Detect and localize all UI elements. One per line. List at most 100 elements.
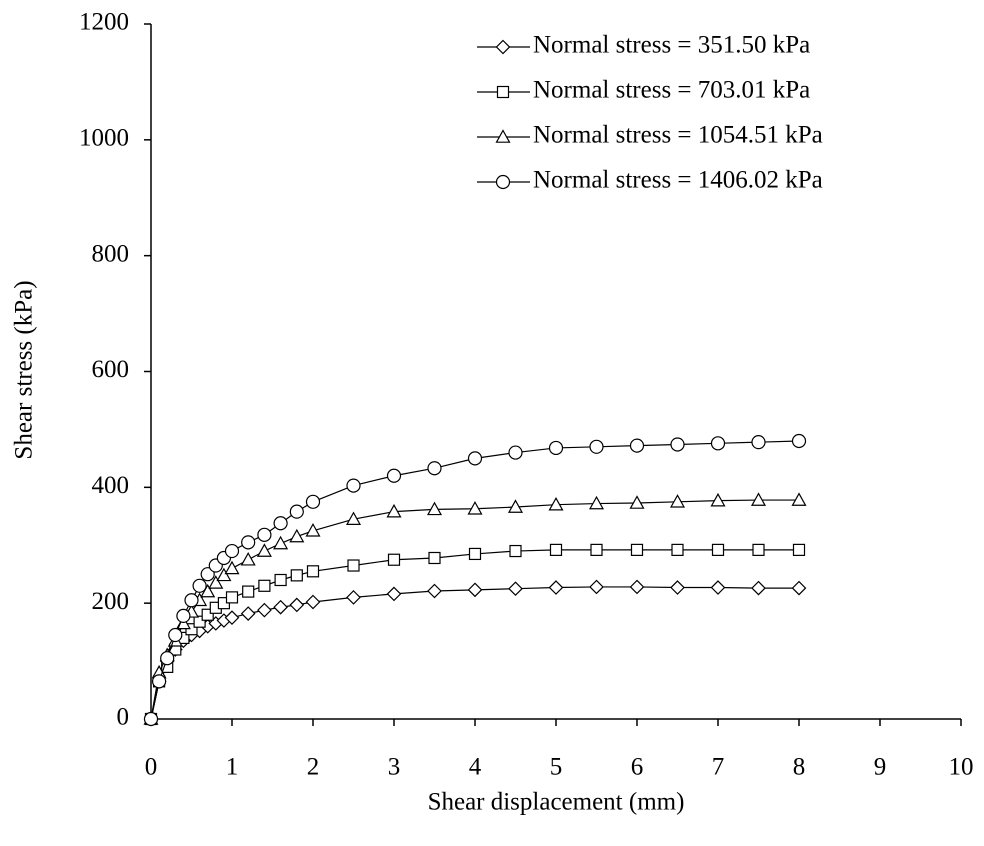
data-point <box>152 674 167 689</box>
data-point <box>507 499 524 513</box>
x-tick-label: 6 <box>631 754 644 781</box>
data-point <box>386 503 402 518</box>
y-axis-label: Shear stress (kPa) <box>11 280 38 459</box>
data-point <box>467 451 483 466</box>
data-point <box>752 543 765 556</box>
data-point <box>791 433 807 449</box>
data-point <box>240 551 256 566</box>
x-tick-label: 4 <box>469 754 482 781</box>
data-point <box>346 590 361 605</box>
data-point <box>588 495 605 510</box>
data-point <box>305 523 321 537</box>
data-point <box>290 569 303 582</box>
data-point <box>225 591 239 604</box>
legend-label: Normal stress = 1054.51 kPa <box>533 122 823 149</box>
data-point <box>184 593 199 608</box>
data-point <box>710 580 726 595</box>
y-tick-label: 200 <box>92 588 130 615</box>
legend-marker <box>496 85 510 99</box>
data-point <box>629 438 645 453</box>
data-point <box>428 551 441 565</box>
data-point <box>590 543 603 556</box>
data-point <box>273 599 288 615</box>
data-point <box>669 494 686 508</box>
x-tick-label: 8 <box>793 754 806 781</box>
data-point <box>241 535 256 550</box>
x-tick-label: 9 <box>874 754 887 781</box>
data-point <box>629 495 645 509</box>
data-point <box>751 580 766 596</box>
x-tick-label: 1 <box>226 754 239 781</box>
series-line <box>150 440 800 720</box>
y-tick-label: 400 <box>92 472 130 499</box>
data-point <box>168 627 183 643</box>
data-point <box>305 594 321 610</box>
data-point <box>751 435 766 450</box>
data-point <box>305 494 321 509</box>
data-point <box>306 565 320 578</box>
data-point <box>201 608 214 621</box>
y-tick-label: 800 <box>92 240 130 267</box>
legend-marker <box>495 39 511 55</box>
data-point <box>387 553 401 566</box>
data-point <box>386 586 402 602</box>
y-tick-label: 1200 <box>79 9 129 36</box>
data-point <box>289 597 305 613</box>
data-point <box>426 501 443 516</box>
data-point <box>216 567 232 582</box>
data-point <box>240 606 256 621</box>
data-point <box>273 516 288 531</box>
legend-label: Normal stress = 703.01 kPa <box>533 77 810 104</box>
data-point <box>289 528 305 543</box>
data-point <box>509 544 522 558</box>
data-point <box>347 559 360 572</box>
x-axis-label: Shear displacement (mm) <box>428 789 685 816</box>
data-point <box>548 440 564 456</box>
data-point <box>792 543 806 556</box>
data-point <box>670 437 685 452</box>
y-tick-label: 0 <box>117 704 130 731</box>
data-point <box>589 439 604 454</box>
data-point <box>671 543 684 556</box>
x-tick-label: 2 <box>307 754 320 781</box>
data-point <box>200 567 215 582</box>
data-point <box>711 543 725 556</box>
data-point <box>274 573 287 587</box>
legend-label: Normal stress = 351.50 kPa <box>533 32 810 59</box>
data-point <box>427 583 442 599</box>
data-point <box>273 535 289 550</box>
x-tick-label: 5 <box>550 754 563 781</box>
data-point <box>193 615 206 628</box>
data-point <box>467 501 483 515</box>
data-point <box>176 608 191 624</box>
data-point <box>143 711 159 727</box>
legend-label: Normal stress = 1406.02 kPa <box>533 167 823 194</box>
data-point <box>710 492 726 507</box>
data-point <box>508 581 523 597</box>
legend-marker <box>495 129 511 143</box>
data-point <box>289 504 304 519</box>
data-point <box>224 560 240 575</box>
data-point <box>256 543 272 557</box>
data-point <box>345 511 362 525</box>
data-point <box>258 579 271 592</box>
data-point <box>346 478 361 493</box>
x-tick-label: 7 <box>712 754 725 781</box>
legend-marker <box>495 174 511 190</box>
y-tick-label: 1000 <box>79 125 129 152</box>
data-point <box>670 580 685 595</box>
data-point <box>508 445 523 460</box>
data-point <box>257 527 272 542</box>
x-tick-label: 10 <box>949 754 974 781</box>
data-point <box>468 547 482 561</box>
data-point <box>467 582 483 598</box>
data-point <box>208 575 224 589</box>
data-point <box>386 468 402 483</box>
data-point <box>160 651 175 666</box>
y-tick-label: 600 <box>92 356 130 383</box>
data-point <box>548 580 564 595</box>
data-point <box>427 461 442 476</box>
data-point <box>548 496 564 511</box>
data-point <box>629 579 645 595</box>
